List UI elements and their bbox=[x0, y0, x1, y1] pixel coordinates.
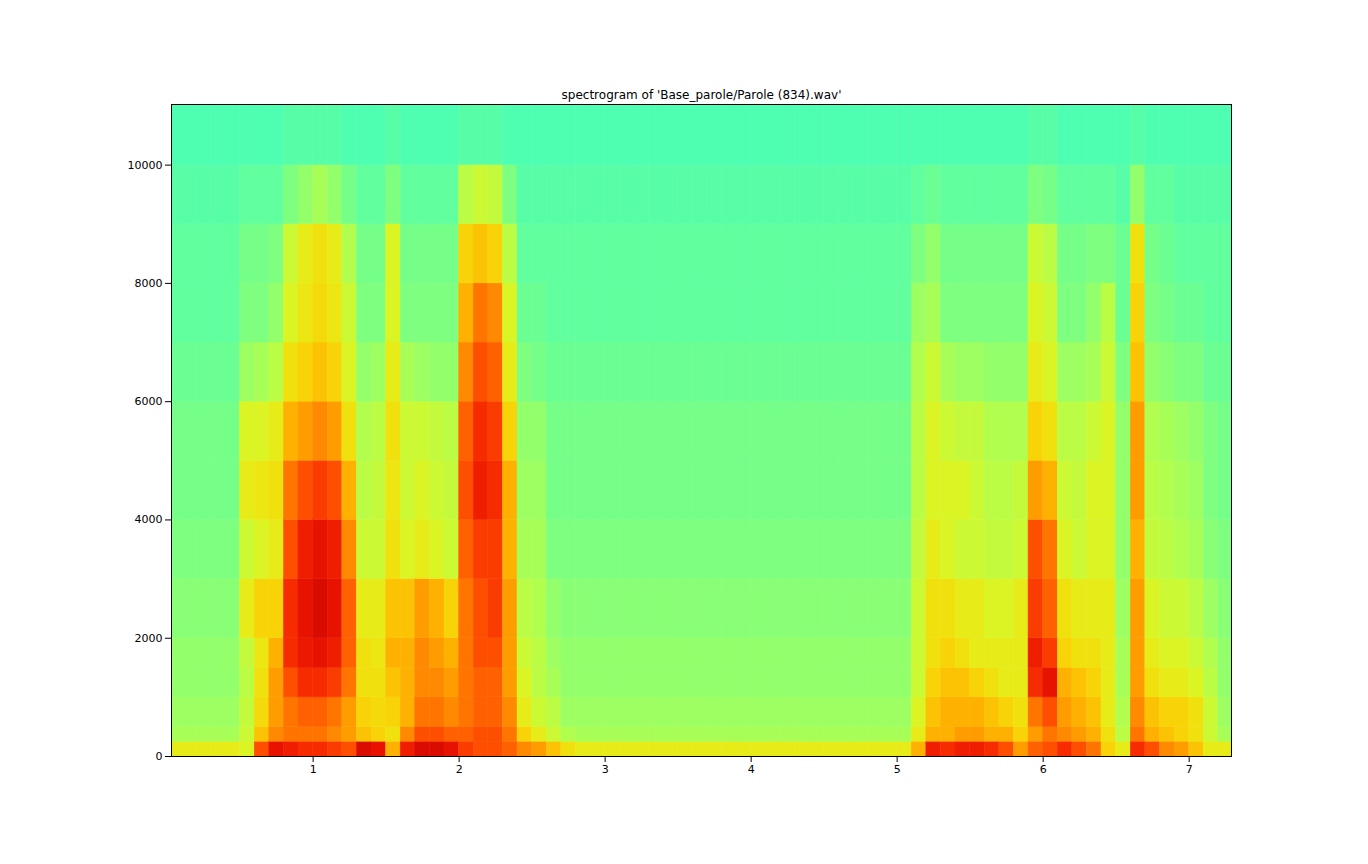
svg-text:10000: 10000 bbox=[128, 159, 163, 172]
svg-text:6: 6 bbox=[1040, 763, 1047, 776]
svg-text:1: 1 bbox=[310, 763, 317, 776]
svg-text:5: 5 bbox=[894, 763, 901, 776]
svg-text:4: 4 bbox=[748, 763, 755, 776]
svg-text:spectrogram of 'Base_parole/Pa: spectrogram of 'Base_parole/Parole (834)… bbox=[562, 88, 842, 102]
svg-text:4000: 4000 bbox=[135, 513, 163, 526]
svg-text:2000: 2000 bbox=[135, 632, 163, 645]
svg-text:0: 0 bbox=[156, 750, 163, 763]
svg-text:8000: 8000 bbox=[135, 277, 163, 290]
svg-text:6000: 6000 bbox=[135, 395, 163, 408]
svg-text:3: 3 bbox=[602, 763, 609, 776]
svg-text:2: 2 bbox=[456, 763, 463, 776]
svg-text:7: 7 bbox=[1186, 763, 1193, 776]
